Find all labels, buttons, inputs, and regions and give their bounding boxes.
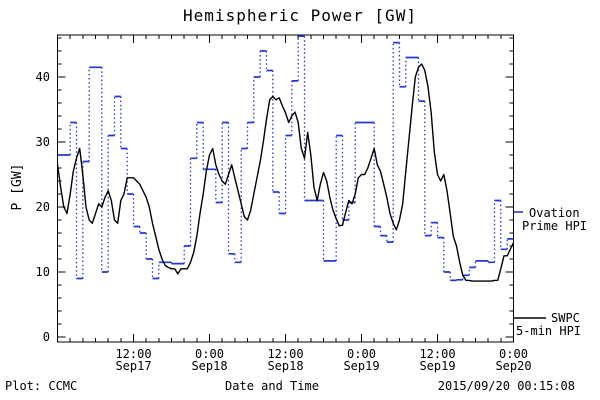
x-axis-label: Date and Time <box>225 379 319 393</box>
x-tick-label-time: 12:00 <box>419 347 455 361</box>
y-tick-label: 30 <box>36 135 50 149</box>
x-tick-label-time: 0:00 <box>347 347 376 361</box>
x-tick-label-time: 12:00 <box>267 347 303 361</box>
data-series <box>56 35 515 282</box>
legend-swpc-label-line2: 5-min HPI <box>516 324 581 338</box>
axis-tick-labels: 01020304012:00Sep170:00Sep1812:00Sep180:… <box>36 70 532 373</box>
y-tick-label: 20 <box>36 200 50 214</box>
x-tick-label-date: Sep18 <box>191 359 227 373</box>
plot-credit: Plot: CCMC <box>5 379 77 393</box>
legend-ovation-label-line1: Ovation <box>529 206 580 220</box>
x-tick-label-time: 0:00 <box>195 347 224 361</box>
x-tick-label-date: Sep19 <box>343 359 379 373</box>
ovation-step-horizontals <box>57 35 514 282</box>
legend-ovation-label-line2: Prime HPI <box>522 219 587 233</box>
x-tick-label-date: Sep17 <box>115 359 151 373</box>
x-tick-label-time: 0:00 <box>499 347 528 361</box>
legend-swpc-label-line1: SWPC <box>551 311 580 325</box>
y-tick-label: 10 <box>36 265 50 279</box>
x-tick-label-date: Sep20 <box>495 359 531 373</box>
y-tick-label: 0 <box>43 330 50 344</box>
ovation-step-verticals <box>69 36 508 281</box>
axis-ticks <box>57 35 514 342</box>
x-tick-label-date: Sep19 <box>419 359 455 373</box>
y-tick-label: 40 <box>36 70 50 84</box>
chart-title: Hemispheric Power [GW] <box>183 6 417 25</box>
y-axis-label: P [GW] <box>10 164 25 211</box>
swpc-line <box>56 63 515 282</box>
x-tick-label-date: Sep18 <box>267 359 303 373</box>
plot-timestamp: 2015/09/20 00:15:08 <box>438 379 575 393</box>
x-tick-label-time: 12:00 <box>115 347 151 361</box>
